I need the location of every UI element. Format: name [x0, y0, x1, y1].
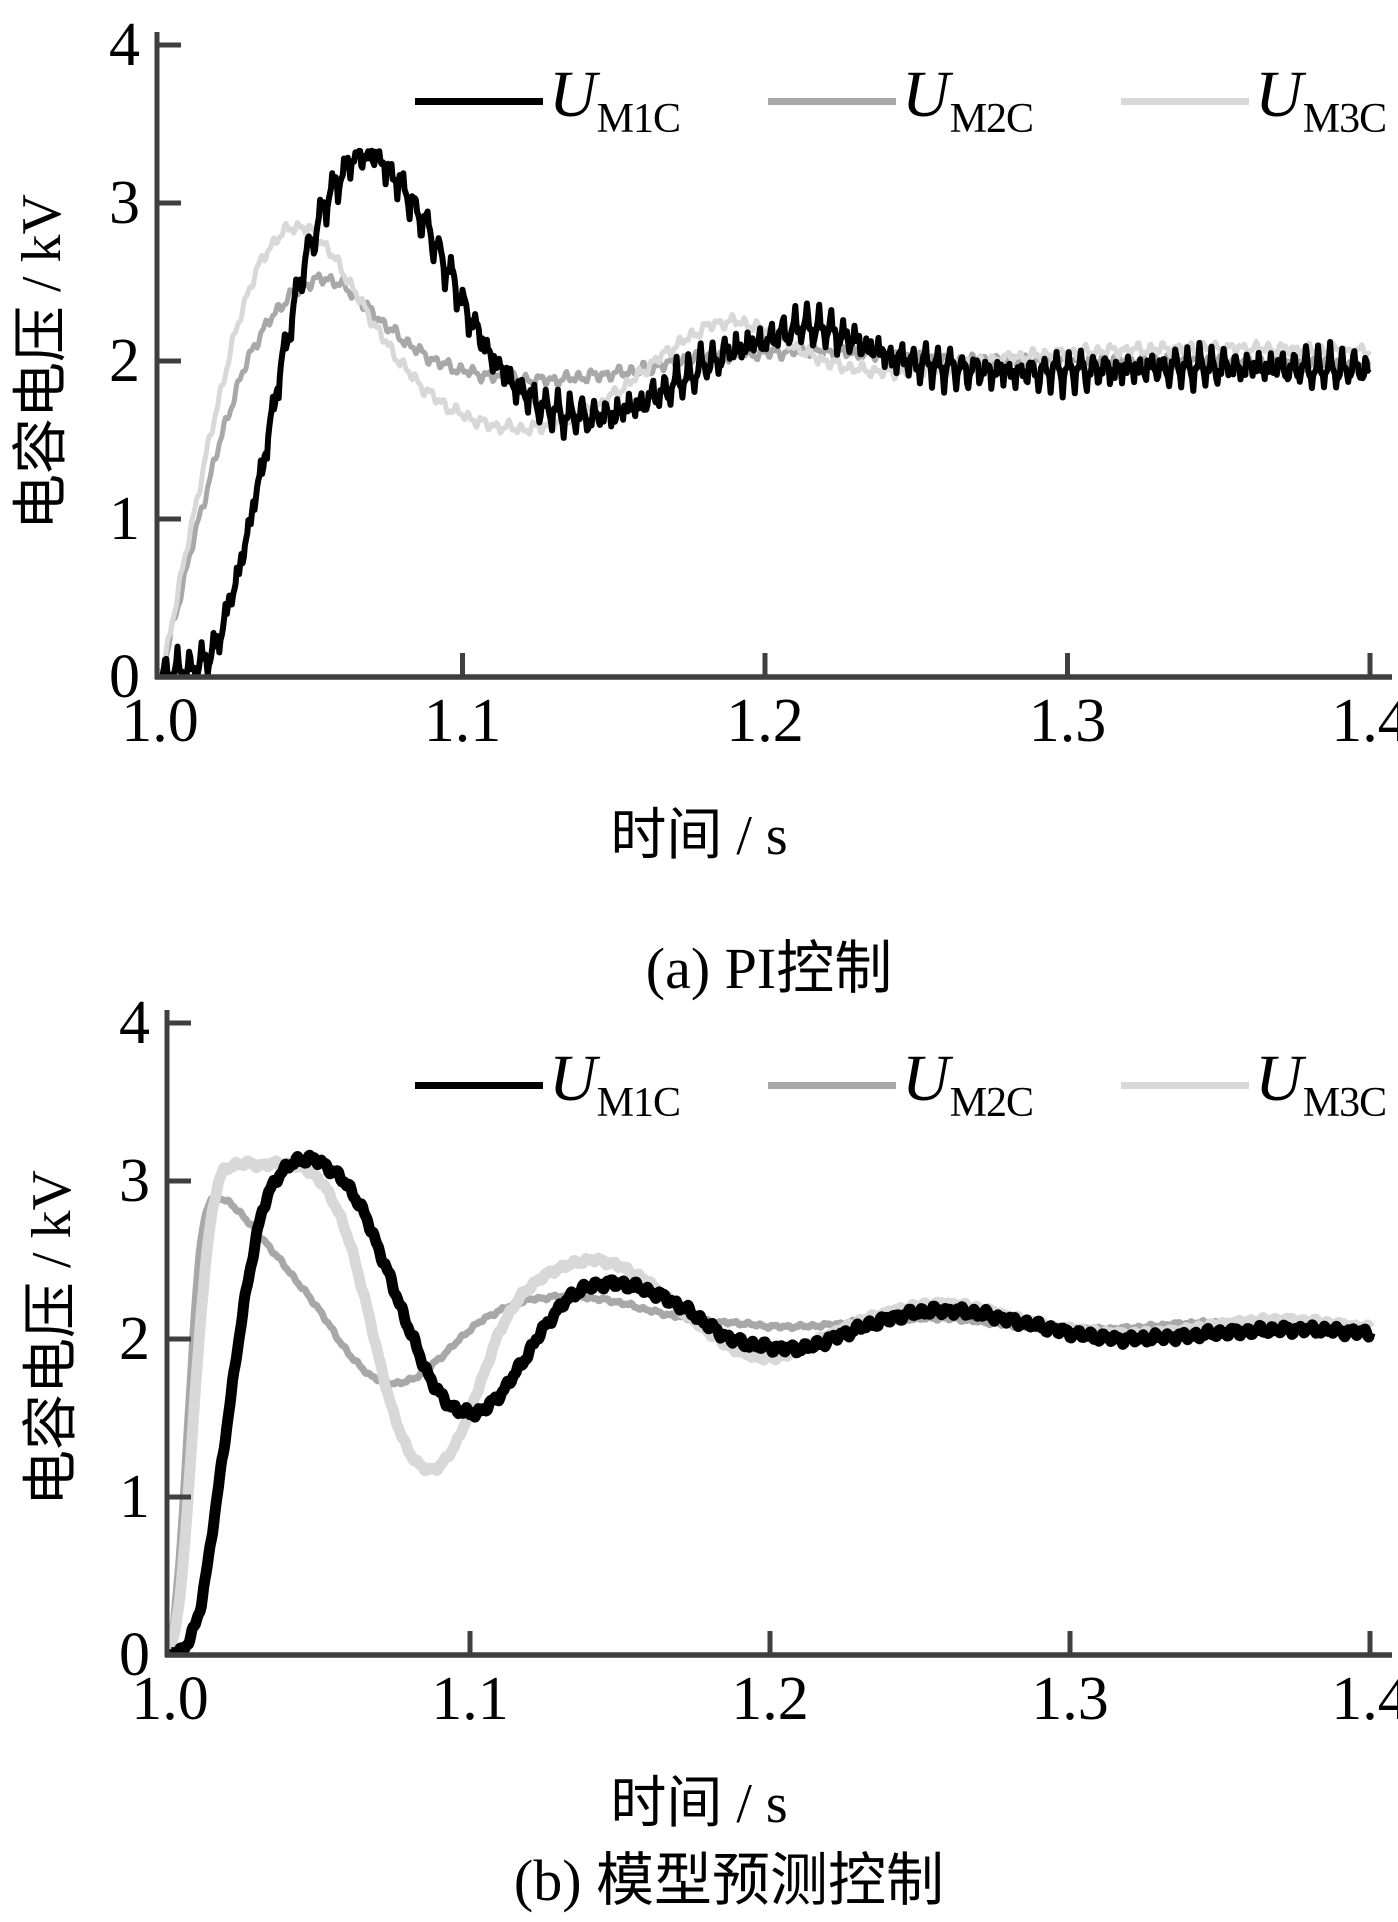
chart-a-legend: UM1C UM2C UM3C	[415, 58, 1387, 142]
chart-a-x-tick-label-1.4: 1.4	[1331, 687, 1398, 755]
chart-b-x-tick-label-1.2: 1.2	[731, 1665, 809, 1733]
legend-label: UM1C	[549, 58, 681, 142]
chart-a-y-tick-label-4: 4	[109, 11, 140, 79]
chart-b-x-tick-label-1.3: 1.3	[1031, 1665, 1109, 1733]
chart-b-caption: (b) 模型预测控制	[513, 1848, 945, 1913]
legend-label: UM3C	[1255, 1042, 1387, 1126]
legend-line-swatch	[1121, 1081, 1250, 1089]
chart-b-x-tick-label-1.1: 1.1	[431, 1665, 509, 1733]
legend-line-swatch	[768, 97, 897, 105]
chart-b-x-tick-label-1.4: 1.4	[1331, 1665, 1398, 1733]
chart-b-legend: UM1C UM2C UM3C	[415, 1042, 1387, 1126]
chart-a-y-tick-label-3: 3	[109, 169, 140, 237]
chart-a-x-axis-label: 时间 / s	[610, 805, 788, 867]
chart-a-series-UM1C-curve	[159, 147, 1372, 675]
chart-a-y-tick-label-1: 1	[109, 485, 140, 553]
chart-a-caption: (a) PI控制	[645, 936, 893, 1001]
legend-line-swatch	[415, 1081, 543, 1089]
chart-a-x-tick-label-1.1: 1.1	[423, 687, 502, 755]
chart-b-x-tick-label-1.0: 1.0	[131, 1665, 209, 1733]
chart-a-series-UM3C-curve	[159, 220, 1372, 675]
chart-a-x-tick-label-1.0: 1.0	[121, 687, 199, 755]
legend-line-swatch	[768, 1081, 897, 1089]
chart-b-series-UM3C-curve	[169, 1155, 1375, 1652]
legend-label: UM1C	[549, 1042, 681, 1126]
chart-a-x-tick-label-1.2: 1.2	[726, 687, 804, 755]
chart-a-group	[154, 32, 1392, 680]
chart-b-y-tick-label-0: 0	[119, 1621, 150, 1689]
legend-line-swatch	[1121, 97, 1250, 105]
chart-a-y-tick-label-2: 2	[109, 327, 140, 395]
chart-b-x-axis-label: 时间 / s	[610, 1773, 788, 1835]
chart-b-y-tick-label-1: 1	[119, 1463, 150, 1531]
chart-a-x-tick-label-1.3: 1.3	[1028, 687, 1107, 755]
chart-b-y-tick-label-3: 3	[119, 1147, 150, 1215]
chart-b-legend-item-UM3C: UM3C	[1121, 1042, 1387, 1126]
chart-b-legend-item-UM1C: UM1C	[415, 1042, 681, 1126]
chart-b-y-tick-label-4: 4	[119, 989, 150, 1057]
chart-b-y-tick-label-2: 2	[119, 1305, 150, 1373]
chart-a-legend-item-UM1C: UM1C	[415, 58, 681, 142]
chart-a-legend-item-UM3C: UM3C	[1121, 58, 1387, 142]
chart-b-group	[164, 1010, 1392, 1658]
chart-a-legend-item-UM2C: UM2C	[768, 58, 1034, 142]
chart-a-y-tick-label-0: 0	[109, 643, 140, 711]
legend-label: UM2C	[902, 1042, 1034, 1126]
legend-label: UM3C	[1255, 58, 1387, 142]
legend-line-swatch	[415, 97, 543, 105]
legend-label: UM2C	[902, 58, 1034, 142]
chart-b-series-UM1C-curve	[169, 1149, 1376, 1653]
chart-b-legend-item-UM2C: UM2C	[768, 1042, 1034, 1126]
